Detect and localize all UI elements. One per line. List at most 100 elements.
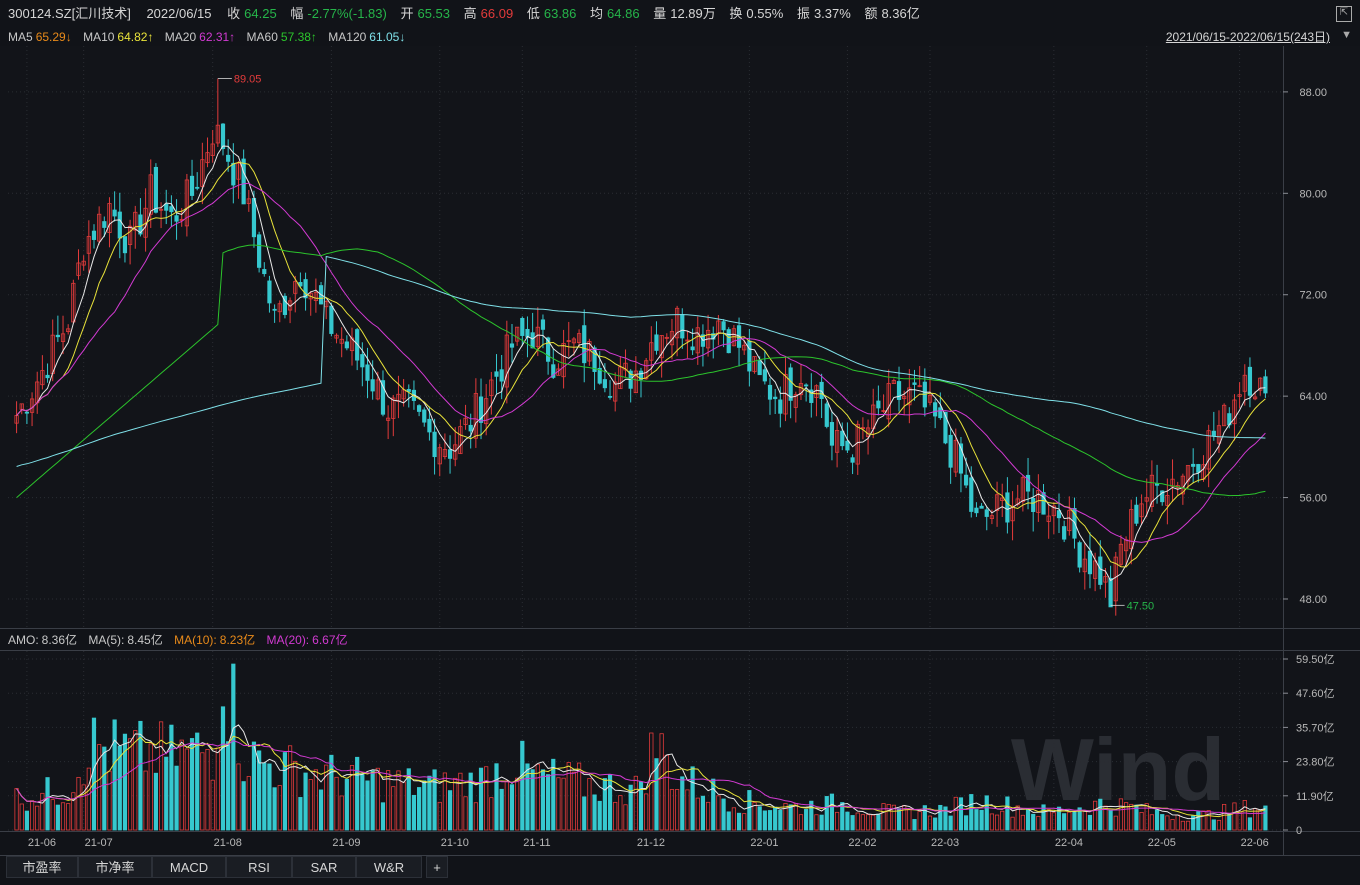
kline-chart[interactable]: Wind 88.00 80.00 72.00 64.00 56.00 48.00 21-06 2… [0,0,1360,856]
candle-body [984,509,989,517]
volume-bar [566,762,571,831]
volume-bar [164,756,169,831]
volume-bar [1185,820,1191,831]
volume-bar [1036,815,1041,831]
volume-ma-line [16,740,1266,815]
candle-body [896,381,902,400]
volume-bar [1025,808,1031,831]
candle-body [97,213,102,242]
amo-ma5-value: 8.45亿 [127,633,163,647]
candle-body [757,360,762,376]
high-label: 高 [463,6,477,21]
candle-body [478,396,484,423]
volume-bar [613,801,618,831]
volume-bar [1072,811,1077,831]
candle-body [943,411,948,444]
volume-bar [592,794,597,831]
expand-icon[interactable]: ⇱ [1336,6,1352,22]
tab-macd[interactable]: MACD [152,856,226,878]
volume-bar [726,811,731,831]
volume-bar [597,800,602,831]
volume-bar [509,784,515,831]
volume-bar [1211,819,1216,831]
volume-bar [416,787,422,831]
candle-body [416,405,422,412]
low-label: 低 [526,6,540,21]
candle-body [158,208,164,211]
volume-bar [473,802,478,831]
volume-bar [964,815,969,831]
date-tick-label: 21-10 [441,837,469,849]
volume-bar [128,738,133,831]
volume-bar [1139,812,1144,831]
candle-body [344,341,349,349]
volume-bar [427,775,432,831]
volume-bar [298,797,303,831]
volume-bar [1077,807,1082,831]
volume-tick-label: 23.80亿 [1296,756,1335,769]
volume-bar [644,793,649,831]
tab-rsi[interactable]: RSI [226,856,292,878]
volume-bar [241,781,246,831]
volume-bar [556,777,561,831]
volume-bar [700,795,706,831]
volume-bar [40,792,45,831]
volume-bar [277,785,282,831]
volume-bar [742,813,747,831]
volume-bar [711,778,716,831]
tab-pb[interactable]: 市净率 [78,856,152,878]
price-tick-label: 56.00 [1299,493,1327,505]
tab-wr[interactable]: W&R [356,856,422,878]
candle-body [520,317,525,336]
candle-body [845,440,850,451]
volume-bar [391,786,396,831]
candle-body [107,203,112,234]
volume-bar [974,809,979,831]
candle-body [876,400,881,409]
candle-body [334,334,339,339]
volume-bar [855,812,860,831]
volume-bar [195,732,200,831]
price-tick-label: 88.00 [1299,87,1327,99]
volume-bar [778,809,783,831]
tab-sar[interactable]: SAR [292,856,356,878]
volume-bar [287,745,293,831]
volume-bar [220,706,226,831]
volume-bar [463,796,468,831]
candle-body [1098,556,1103,585]
candle-body [773,396,778,400]
dropdown-arrow-icon[interactable]: ▼ [1341,29,1352,41]
candle-body [1154,483,1160,486]
tab-pe[interactable]: 市盈率 [6,856,78,878]
candle-body [128,225,133,245]
candle-body [1005,492,1010,523]
candle-body [592,347,597,372]
candle-body [907,387,912,406]
volume-bar [468,772,473,831]
volume-bar [148,743,153,831]
volume-bar [1232,802,1237,831]
candle-body [81,260,86,266]
volume-bar [1113,815,1118,831]
add-tab-icon[interactable]: + [426,856,448,878]
candle-body [1041,492,1046,515]
candle-body [66,328,71,332]
volume-bar [840,802,845,831]
volume-bar [24,810,30,831]
candle-body [546,337,551,362]
ma-line-ma20 [16,182,1266,543]
date-range-selector[interactable]: 2021/06/15-2022/06/15(243日) [1165,30,1330,44]
volume-bar [1010,816,1015,831]
candle-body [473,393,478,439]
volume-bar [576,762,582,831]
volume-bar [798,814,804,831]
candle-body [948,434,953,468]
volume-bar [958,797,964,831]
volume-bar [876,813,881,831]
candle-body [607,395,613,398]
volume-bar [695,797,700,831]
candle-body [762,369,767,382]
volume-bar [1129,803,1134,831]
volume-bar [943,806,948,831]
volume-bar [375,767,380,831]
